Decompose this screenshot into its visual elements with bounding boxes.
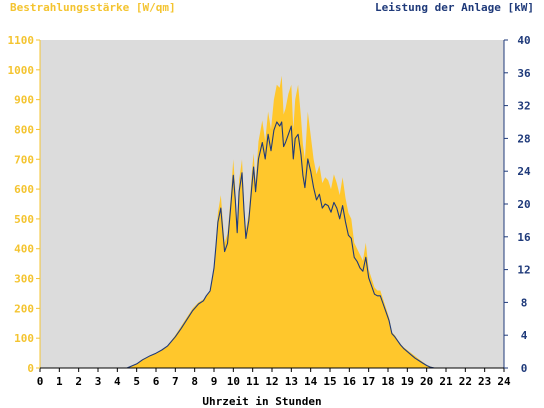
x-tick-label: 22 [459,375,472,388]
left-tick-label: 1100 [8,34,35,47]
left-tick-label: 600 [14,183,34,196]
x-tick-label: 20 [420,375,433,388]
right-tick-label: 32 [517,100,530,113]
x-tick-label: 13 [285,375,298,388]
x-tick-label: 2 [75,375,82,388]
series-layer [40,75,504,369]
right-tick-label: 0 [521,362,528,375]
right-tick-label: 40 [517,34,530,47]
left-tick-label: 1000 [8,64,35,77]
right-tick-label: 28 [517,132,530,145]
left-tick-label: 300 [14,273,34,286]
x-tick-label: 23 [478,375,491,388]
x-tick-label: 12 [265,375,278,388]
x-tick-label: 15 [323,375,336,388]
right-tick-label: 12 [517,264,530,277]
power-line [40,121,504,369]
x-axis-title: Uhrzeit in Stunden [202,395,321,408]
x-tick-label: 1 [56,375,63,388]
left-tick-label: 400 [14,243,34,256]
x-tick-label: 19 [401,375,414,388]
x-tick-label: 21 [439,375,453,388]
x-tick-label: 17 [362,375,375,388]
right-tick-label: 20 [517,198,530,211]
x-tick-label: 3 [95,375,102,388]
left-tick-label: 0 [27,362,34,375]
x-tick-label: 14 [304,375,318,388]
x-tick-label: 11 [246,375,260,388]
right-tick-label: 24 [517,165,531,178]
x-tick-label: 4 [114,375,121,388]
left-tick-label: 900 [14,94,34,107]
irradiance-area [40,75,504,369]
x-tick-label: 7 [172,375,179,388]
x-tick-label: 18 [381,375,394,388]
right-axis-title: Leistung der Anlage [kW] [375,1,534,14]
right-tick-label: 36 [517,67,531,80]
right-tick-label: 4 [521,329,528,342]
x-tick-label: 16 [343,375,357,388]
x-tick-label: 6 [153,375,160,388]
x-tick-label: 10 [227,375,240,388]
left-tick-label: 700 [14,153,34,166]
left-tick-label: 100 [14,332,34,345]
left-tick-label: 200 [14,302,34,315]
x-tick-label: 24 [497,375,511,388]
left-axis-title: Bestrahlungsstärke [W/qm] [10,1,176,14]
right-tick-label: 16 [517,231,531,244]
x-tick-label: 9 [211,375,218,388]
left-tick-label: 800 [14,123,34,136]
x-tick-label: 0 [37,375,44,388]
ticks-layer: 0 1 2 3 4 5 6 7 8 9 10 11 12 13 14 15 16 17 18 19 20 21 22 23 24… [8,34,531,388]
left-tick-label: 500 [14,213,34,226]
x-tick-label: 5 [133,375,140,388]
right-tick-label: 8 [521,296,528,309]
x-tick-label: 8 [191,375,198,388]
